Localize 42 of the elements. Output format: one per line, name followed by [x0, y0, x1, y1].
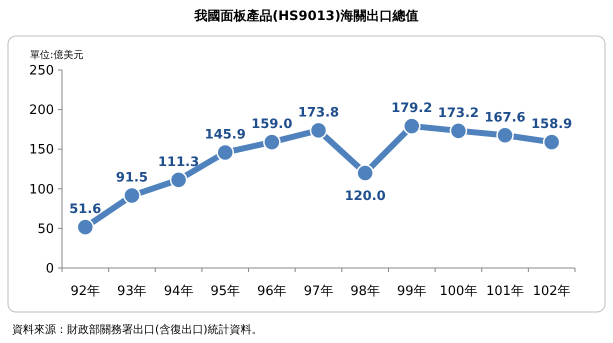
x-tick-label: 92年 [70, 284, 100, 299]
y-tick-label: 250 [29, 64, 54, 78]
data-label: 145.9 [204, 127, 246, 142]
y-tick-label: 100 [29, 182, 54, 198]
point [123, 186, 141, 204]
point [216, 144, 234, 162]
data-label: 173.8 [298, 105, 340, 120]
data-label: 158.9 [531, 117, 572, 132]
y-tick-label: 0 [46, 262, 54, 276]
data-label: 159.0 [251, 117, 292, 132]
x-tick-label: 95年 [210, 284, 240, 299]
y-tick-label: 50 [37, 222, 54, 237]
y-axis-title: 單位:億美元 [30, 49, 84, 61]
point [542, 133, 560, 151]
point [263, 133, 281, 151]
data-label: 179.2 [391, 101, 432, 116]
x-tick-label: 98年 [350, 284, 380, 299]
x-tick-label: 93年 [117, 284, 147, 299]
x-tick-label: 97年 [304, 284, 334, 299]
x-tick-label: 102年 [532, 284, 571, 299]
point [76, 218, 94, 236]
point [450, 122, 468, 140]
source-note: 資料來源：財政部關務署出口(含復出口)統計資料。 [12, 323, 263, 336]
point [310, 122, 328, 140]
data-label: 120.0 [344, 188, 386, 204]
y-tick-label: 200 [29, 103, 54, 118]
data-label: 167.6 [484, 110, 526, 126]
point [496, 126, 514, 144]
x-tick-label: 100年 [439, 284, 478, 299]
x-tick-label: 101年 [486, 284, 524, 299]
data-label: 51.6 [69, 202, 102, 218]
data-label: 173.2 [438, 106, 479, 121]
chart-title: 我國面板產品(HS9013)海關出口總值 [193, 8, 419, 24]
data-label: 91.5 [116, 170, 148, 186]
data-label: 111.3 [158, 154, 200, 170]
y-tick-label: 150 [29, 142, 54, 158]
x-tick-label: 99年 [397, 284, 427, 299]
x-tick-label: 94年 [164, 284, 194, 299]
point [403, 117, 421, 135]
x-tick-label: 96年 [257, 284, 287, 299]
point [356, 164, 374, 182]
point [170, 171, 188, 189]
